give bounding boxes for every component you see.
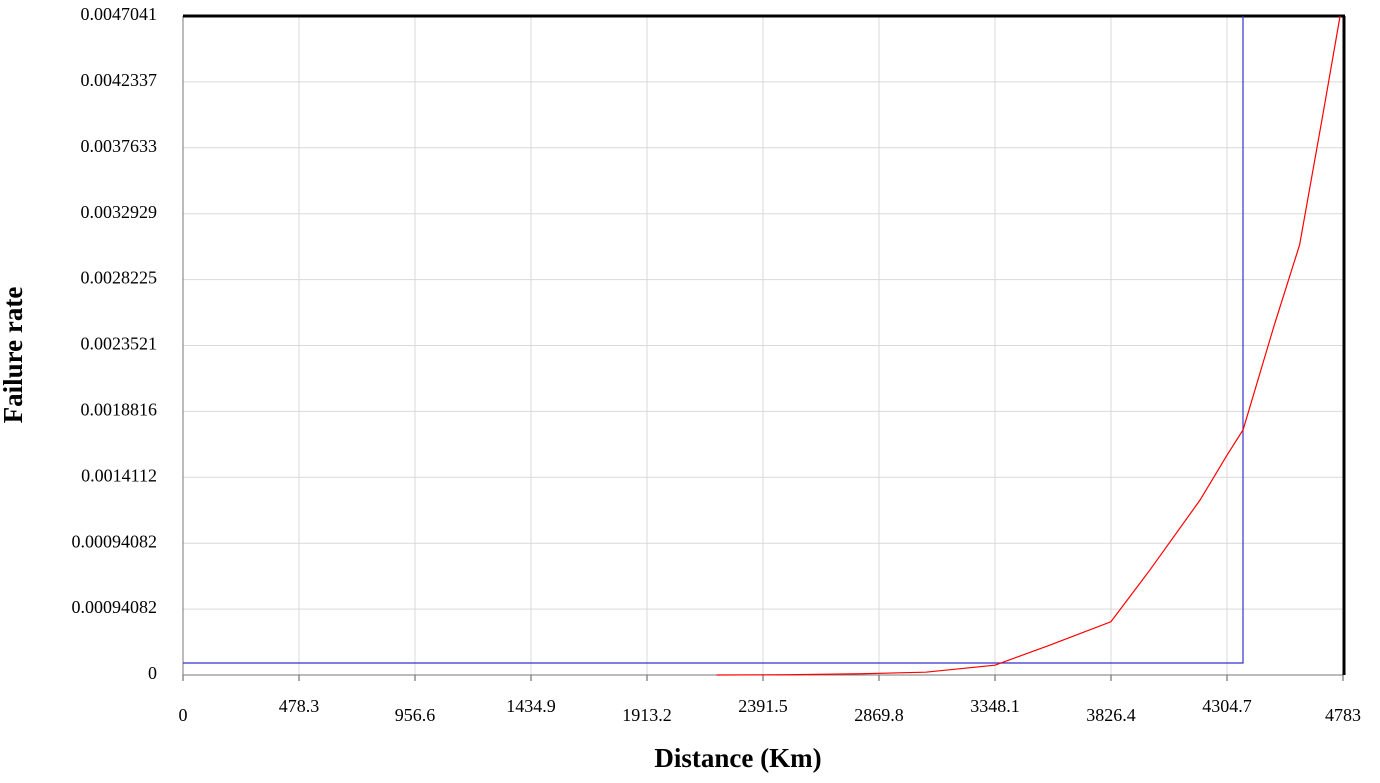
y-tick-label: 0.0047041 [81,4,158,24]
x-tick-label: 4304.7 [1202,696,1252,716]
y-tick-label: 0.00094082 [72,531,158,551]
x-tick-label: 1913.2 [622,705,672,725]
x-tick-label: 0 [179,705,188,725]
x-tick-label: 478.3 [279,696,320,716]
y-tick-label: 0.0037633 [81,136,158,156]
y-tick-label: 0.0014112 [81,465,157,485]
x-tick-label: 956.6 [395,705,436,725]
y-tick-label: 0.0023521 [81,334,158,354]
series-line [716,15,1341,676]
y-tick-label: 0.00094082 [72,597,158,617]
y-axis-title: Failure rate [0,287,28,424]
x-tick-label: 2391.5 [738,696,788,716]
series-line [183,16,1244,664]
y-tick-label: 0.0032929 [81,202,158,222]
x-tick-label: 2869.8 [854,705,904,725]
x-tick-label: 3826.4 [1086,705,1136,725]
x-axis-title: Distance (Km) [654,743,821,773]
x-tick-label: 1434.9 [506,696,556,716]
y-tick-label: 0.0018816 [81,400,158,420]
x-tick-label: 4783 [1325,705,1361,725]
y-tick-label: 0 [148,663,157,683]
x-tick-label: 3348.1 [970,696,1020,716]
y-tick-label: 0.0028225 [81,268,158,288]
y-tick-label: 0.0042337 [81,70,158,90]
